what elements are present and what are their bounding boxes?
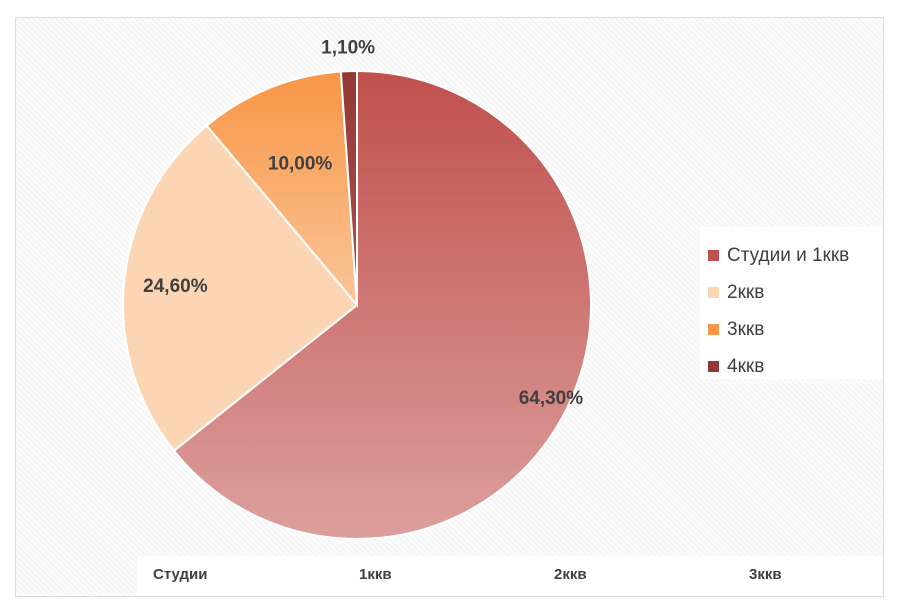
slice-studios-1room [172,69,592,540]
category-label-1room: 1ккв [359,566,392,583]
legend-item-4room: 4ккв [700,348,882,385]
data-label-studios-1room: 64,30% [519,388,584,409]
category-axis: Студии 1ккв 2ккв 3ккв [137,556,882,596]
data-label-3room: 10,00% [268,153,333,174]
legend-swatch-4room [708,361,719,372]
slice-2room [122,124,359,453]
data-label-4room: 1,10% [321,37,375,58]
slice-4room [339,69,358,306]
legend-label-4room: 4ккв [727,355,765,377]
legend-swatch-3room [708,324,719,335]
legend-swatch-2room [708,287,719,298]
legend-swatch-studios-1room [708,250,719,261]
legend-item-2room: 2ккв [700,274,882,311]
category-label-2room: 2ккв [554,566,587,583]
legend-label-studios-1room: Студии и 1ккв [727,244,850,266]
category-label-3room: 3ккв [749,566,782,583]
category-label-studios: Студии [153,566,208,583]
slice-3room [205,70,359,309]
legend-item-studios-1room: Студии и 1ккв [700,237,882,274]
legend-item-3room: 3ккв [700,311,882,348]
legend: Студии и 1ккв 2ккв 3ккв 4ккв [700,227,882,379]
data-label-2room: 24,60% [143,276,208,297]
legend-label-3room: 3ккв [727,318,765,340]
legend-label-2room: 2ккв [727,281,765,303]
